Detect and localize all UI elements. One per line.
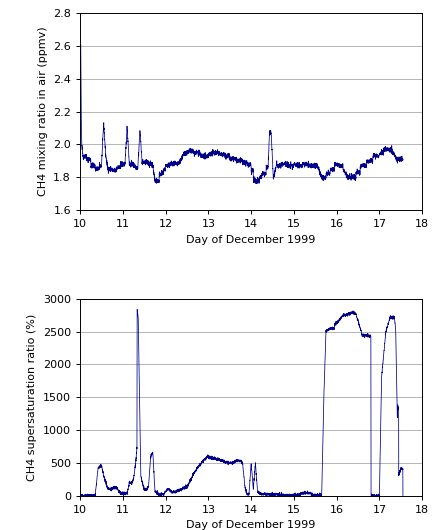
X-axis label: Day of December 1999: Day of December 1999: [187, 520, 316, 530]
X-axis label: Day of December 1999: Day of December 1999: [187, 235, 316, 245]
Y-axis label: CH4 supersaturation ratio (%): CH4 supersaturation ratio (%): [27, 314, 37, 481]
Y-axis label: CH4 mixing ratio in air (ppmv): CH4 mixing ratio in air (ppmv): [38, 27, 48, 197]
